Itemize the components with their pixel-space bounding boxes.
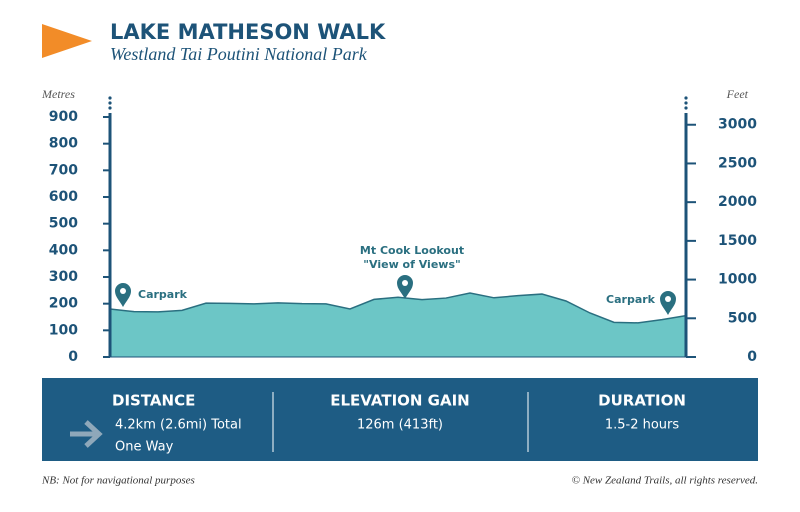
- info-value: 126m (413ft): [357, 418, 443, 433]
- y2-tick-label: 2000: [718, 194, 757, 210]
- footer-note: NB: Not for navigational purposes: [41, 475, 195, 487]
- info-value: 1.5-2 hours: [605, 418, 680, 433]
- map-pin: [397, 275, 413, 299]
- info-title: DISTANCE: [112, 392, 195, 410]
- logo-flag: [42, 24, 92, 58]
- y-tick-label: 500: [49, 216, 78, 232]
- y-axis-label: Metres: [41, 87, 75, 101]
- y-tick-label: 700: [49, 162, 78, 178]
- y2-tick-label: 0: [747, 349, 757, 365]
- map-pin-hole: [402, 280, 408, 286]
- info-value: 4.2km (2.6mi) Total: [115, 418, 242, 433]
- chart-subtitle: Westland Tai Poutini National Park: [110, 44, 368, 64]
- area-outline: [109, 292, 687, 324]
- y-tick-label: 300: [49, 269, 78, 285]
- map-pin: [660, 291, 676, 315]
- y2-tick-label: 1000: [718, 272, 757, 288]
- annotation: "View of Views": [363, 258, 460, 271]
- chart-title: LAKE MATHESON WALK: [110, 20, 386, 44]
- y-tick-label: 0: [68, 349, 78, 365]
- y2-tick-label: 500: [728, 310, 757, 326]
- y-tick-label: 400: [49, 242, 78, 258]
- y2-tick-label: 1500: [718, 233, 757, 249]
- info-value: One Way: [115, 440, 174, 455]
- area: [110, 293, 686, 357]
- map-pin-hole: [120, 288, 126, 294]
- y-tick-label: 800: [49, 136, 78, 152]
- map-pin: [115, 283, 131, 307]
- annotation: Carpark: [606, 293, 656, 306]
- map-pin-hole: [665, 296, 671, 302]
- y2-tick-label: 2500: [718, 155, 757, 171]
- y-tick-label: 900: [49, 109, 78, 125]
- y2-axis-label: Feet: [726, 87, 749, 101]
- y2-tick-label: 3000: [718, 117, 757, 133]
- info-title: DURATION: [598, 392, 686, 410]
- info-title: ELEVATION GAIN: [330, 392, 469, 410]
- y-tick-label: 200: [49, 296, 78, 312]
- axis-dots: [108, 96, 688, 110]
- arrow-icon: [70, 420, 103, 448]
- footer-copyright: © New Zealand Trails, all rights reserve…: [572, 475, 758, 487]
- y-tick-label: 600: [49, 189, 78, 205]
- info-panel: [42, 378, 758, 461]
- y-tick-label: 100: [49, 322, 78, 338]
- annotation: Carpark: [138, 288, 188, 301]
- annotation: Mt Cook Lookout: [360, 244, 464, 257]
